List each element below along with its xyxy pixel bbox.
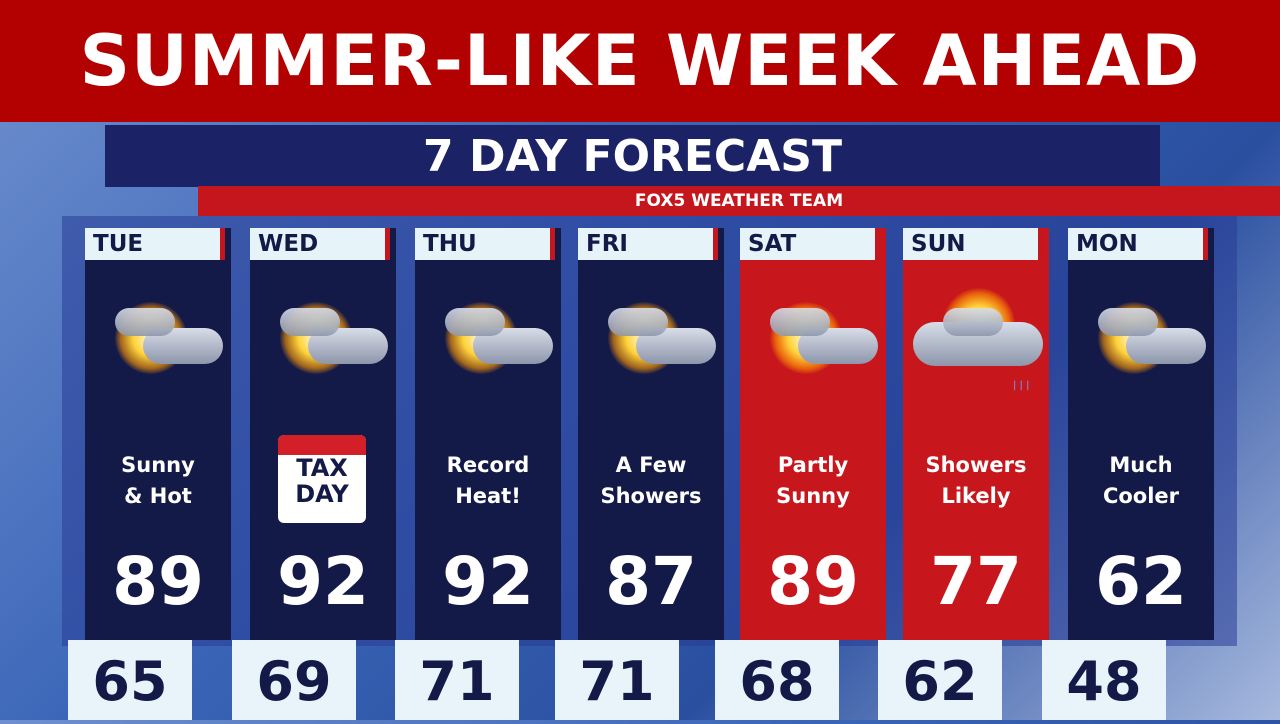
day-label: TUE [85,228,225,260]
day-label: THU [415,228,555,260]
day-label: SUN [903,228,1043,260]
day-column-sat: SAT Partly Sunny 89 [740,228,886,640]
high-temp: 87 [605,543,697,620]
day-column-wed: WED TAX DAY 92 [250,228,396,640]
day-column-sun: SUN | | | Showers Likely 77 [903,228,1049,640]
day-column-tue: TUE Sunny & Hot 89 [85,228,231,640]
high-temp: 89 [112,543,204,620]
partly-sunny-icon [1078,288,1208,388]
partly-sunny-icon [750,288,880,388]
partly-sunny-icon [260,288,390,388]
high-temp: 62 [1095,543,1187,620]
low-temp: 48 [1042,640,1166,720]
high-temp: 92 [442,543,534,620]
forecast-subtitle: FOX5 WEATHER TEAM [198,186,1280,216]
low-temp: 71 [555,640,679,720]
forecast-description: Much Cooler [1102,453,1180,508]
day-label: MON [1068,228,1208,260]
forecast-description: Showers Likely [925,453,1027,508]
day-column-thu: THU Record Heat! 92 [415,228,561,640]
high-temp: 89 [767,543,859,620]
day-label: WED [250,228,390,260]
high-temp: 77 [930,543,1022,620]
low-temp: 62 [878,640,1002,720]
forecast-description: Record Heat! [446,453,530,508]
low-temp: 65 [68,640,192,720]
high-temp: 92 [277,543,369,620]
partly-sunny-icon [588,288,718,388]
low-temp: 69 [232,640,356,720]
forecast-title: 7 DAY FORECAST [105,125,1160,187]
low-temp: 68 [715,640,839,720]
day-column-mon: MON Much Cooler 62 [1068,228,1214,640]
partly-sunny-icon [95,288,225,388]
forecast-description: Partly Sunny [776,453,850,508]
showers-icon: | | | [913,288,1043,391]
forecast-description: Sunny & Hot [121,453,195,508]
day-label: SAT [740,228,880,260]
low-temp: 71 [395,640,519,720]
day-label: FRI [578,228,718,260]
forecast-description: A Few Showers [600,453,702,508]
partly-sunny-icon [425,288,555,388]
tax-day-calendar-icon: TAX DAY [278,435,366,523]
day-column-fri: FRI A Few Showers 87 [578,228,724,640]
headline-banner: SUMMER-LIKE WEEK AHEAD [0,0,1280,122]
